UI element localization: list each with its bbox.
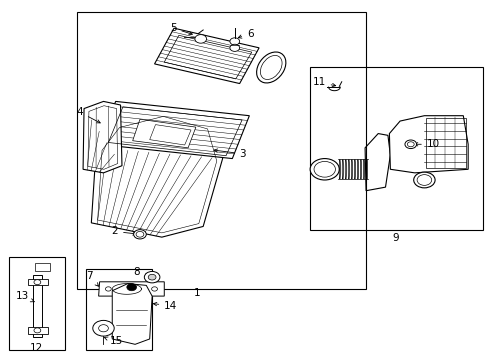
- Text: 9: 9: [391, 233, 398, 243]
- Ellipse shape: [256, 52, 285, 83]
- Bar: [35, 263, 50, 271]
- Text: 4: 4: [76, 107, 100, 123]
- Bar: [33, 275, 41, 337]
- Text: 3: 3: [214, 149, 246, 159]
- Bar: [28, 279, 47, 285]
- Circle shape: [133, 230, 146, 239]
- Circle shape: [416, 175, 431, 185]
- Circle shape: [144, 271, 160, 283]
- Polygon shape: [112, 284, 152, 344]
- Circle shape: [229, 38, 239, 45]
- Bar: [86, 269, 152, 350]
- Bar: [77, 12, 366, 289]
- Text: 1: 1: [193, 288, 200, 298]
- Text: 2: 2: [111, 226, 136, 237]
- Circle shape: [404, 140, 416, 149]
- Circle shape: [136, 231, 143, 237]
- Circle shape: [407, 142, 413, 147]
- Polygon shape: [99, 102, 249, 158]
- Circle shape: [151, 287, 157, 291]
- Text: 11: 11: [312, 77, 335, 87]
- Circle shape: [195, 35, 206, 43]
- Text: 12: 12: [30, 343, 43, 353]
- Circle shape: [229, 44, 239, 51]
- Circle shape: [34, 280, 41, 285]
- Bar: [425, 118, 465, 168]
- Circle shape: [309, 158, 339, 180]
- Polygon shape: [83, 102, 122, 173]
- Text: 15: 15: [103, 337, 122, 346]
- Bar: [28, 327, 47, 334]
- Text: 13: 13: [15, 291, 34, 302]
- Polygon shape: [388, 116, 467, 173]
- Text: 6: 6: [238, 28, 253, 39]
- Circle shape: [413, 172, 434, 188]
- Text: 7: 7: [86, 271, 99, 286]
- Circle shape: [105, 287, 111, 291]
- Bar: [309, 67, 482, 230]
- Text: 10: 10: [414, 139, 439, 149]
- Bar: [9, 257, 64, 350]
- Polygon shape: [99, 282, 164, 296]
- Polygon shape: [365, 134, 389, 191]
- Circle shape: [126, 284, 136, 291]
- Circle shape: [313, 161, 335, 177]
- Circle shape: [34, 328, 41, 333]
- Text: 5: 5: [169, 23, 192, 35]
- Polygon shape: [154, 28, 259, 84]
- Polygon shape: [132, 119, 196, 148]
- Text: 8: 8: [133, 267, 148, 277]
- Circle shape: [99, 325, 108, 332]
- Text: 14: 14: [153, 301, 177, 311]
- Polygon shape: [91, 111, 222, 237]
- Circle shape: [93, 320, 114, 336]
- Circle shape: [148, 274, 156, 280]
